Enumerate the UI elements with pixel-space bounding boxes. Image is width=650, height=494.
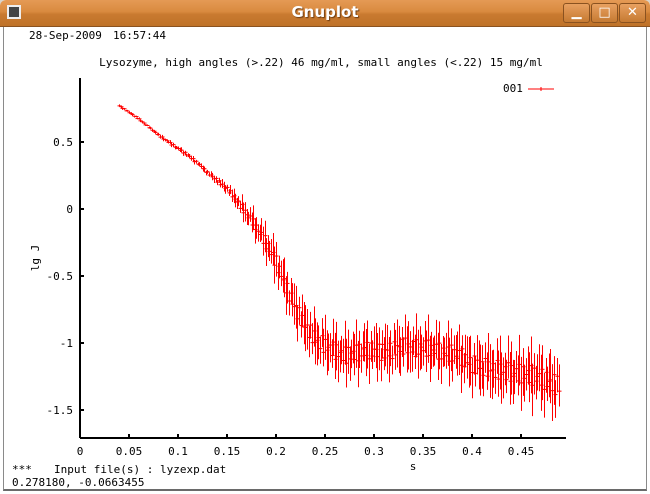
x-tick-label: 0.1 <box>168 445 188 458</box>
minimize-icon: ▁ <box>571 5 582 20</box>
x-tick-label: 0.2 <box>266 445 286 458</box>
maximize-icon: □ <box>598 5 611 20</box>
x-tick-label: 0.45 <box>508 445 535 458</box>
y-tick-label: -1 <box>60 337 73 350</box>
x-tick-label: 0.15 <box>214 445 241 458</box>
x-tick-label: 0.3 <box>364 445 384 458</box>
y-tick-label: -1.5 <box>47 404 74 417</box>
x-tick-label: 0.05 <box>116 445 143 458</box>
x-tick-label: 0.4 <box>462 445 482 458</box>
x-tick-label: 0 <box>77 445 84 458</box>
title-bar[interactable]: Gnuplot ▁ □ ✕ <box>0 0 650 27</box>
chart-title: Lysozyme, high angles (>.22) 46 mg/ml, s… <box>99 56 543 69</box>
y-tick-label: 0.5 <box>53 136 73 149</box>
legend: 001 <box>503 82 554 95</box>
data-series-001 <box>117 104 562 421</box>
timestamp-date: 28-Sep-2009 <box>29 29 102 42</box>
y-tick-label: 0 <box>66 203 73 216</box>
minimize-button[interactable]: ▁ <box>563 3 590 23</box>
close-button[interactable]: ✕ <box>619 3 646 23</box>
maximize-button[interactable]: □ <box>591 3 618 23</box>
cursor-coordinates: 0.278180, -0.0663455 <box>12 476 145 489</box>
x-tick-label: 0.35 <box>410 445 437 458</box>
chart: Lysozyme, high angles (>.22) 46 mg/ml, s… <box>29 56 566 473</box>
close-icon: ✕ <box>627 5 638 20</box>
x-tick-label: 0.25 <box>312 445 339 458</box>
y-axis-label: lg J <box>29 245 42 272</box>
timestamp-time: 16:57:44 <box>113 29 166 42</box>
window-title: Gnuplot <box>291 3 359 21</box>
y-tick-label: -0.5 <box>47 270 74 283</box>
input-files-label: Input file(s) : lyzexp.dat <box>54 463 227 476</box>
x-axis-label: s <box>410 460 417 473</box>
footer-marker: *** <box>12 463 32 476</box>
legend-label: 001 <box>503 82 523 95</box>
axes: 0 0.05 0.1 0.15 0.2 0.25 0.3 0.35 0.4 0.45 0.5 0 -0.… <box>47 78 566 458</box>
window-icon[interactable] <box>7 5 21 19</box>
plot-canvas[interactable]: 28-Sep-2009 16:57:44 Lysozyme, high angl… <box>3 27 647 491</box>
